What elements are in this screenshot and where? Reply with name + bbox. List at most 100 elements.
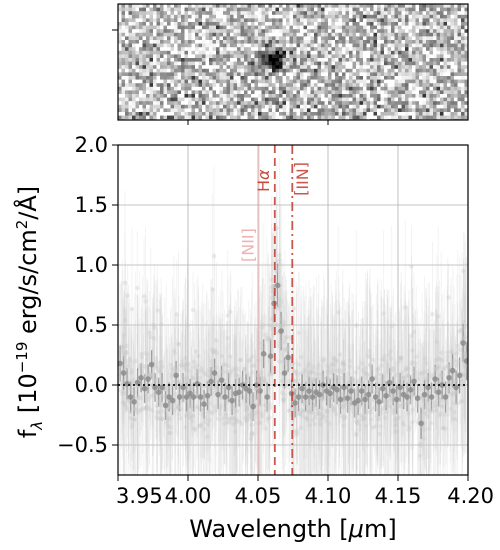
spectrum-2d-pixel [443,47,448,52]
spectrum-2d-pixel [419,43,423,48]
spectrum-2d-pixel [440,58,444,62]
spectrum-2d-pixel [156,40,161,44]
spectrum-2d-pixel [118,104,122,109]
spectrum-2d-pixel [118,36,122,41]
spectrum-2d-pixel [198,18,203,23]
spectrum-2d-pixel [377,108,381,113]
faint-point [381,406,386,411]
spectrum-2d-pixel [247,86,252,91]
spectrum-2d-pixel [209,25,213,30]
faint-point [386,403,391,409]
spectrum-2d-pixel [202,4,206,8]
spectrum-2d-pixel [436,68,441,73]
spectrum-2d-pixel [268,32,273,37]
faint-point [265,416,270,422]
spectrum-2d-pixel [181,54,185,59]
spectrum-2d-pixel [282,101,287,106]
spectrum-2d-pixel [202,79,206,84]
spectrum-2d-pixel [412,83,416,88]
faint-point [299,371,304,376]
spectrum-2d-pixel [188,36,192,41]
spectrum-2d-pixel [296,54,301,59]
spectrum-2d-pixel [167,32,171,37]
spectrum-2d-pixel [247,94,252,98]
spectrum-2d-pixel [394,22,399,26]
spectrum-2d-pixel [310,58,315,62]
spectrum-2d-pixel [349,58,353,62]
spectrum-2d-pixel [146,94,150,98]
spectrum-2d-pixel [422,104,427,109]
spectrum-2d-pixel [279,4,283,8]
spectrum-2d-pixel [303,36,308,41]
spectrum-2d-pixel [429,101,434,106]
spectrum-2d-pixel [216,72,220,77]
spectrum-2d-pixel [202,36,206,41]
spectrum-2d-pixel [163,7,168,12]
spectrum-2d-pixel [356,11,360,16]
spectrum-2d-pixel [300,101,304,106]
spectrum-2d-pixel [310,72,315,77]
spectrum-2d-pixel [160,68,164,73]
spectrum-2d-pixel [244,4,248,8]
spectrum-2d-pixel [349,54,353,59]
spectrum-2d-pixel [149,97,154,102]
faint-point [176,379,181,384]
spectrum-2d-pixel [244,112,248,116]
spectrum-2d-pixel [170,68,175,73]
spectrum-2d-pixel [366,18,371,23]
spectrum-2d-pixel [363,18,367,23]
spectrum-2d-pixel [447,83,451,88]
faint-point [302,399,308,404]
spectrum-2d-pixel [205,61,210,66]
spectrum-2d-pixel [436,83,441,88]
spectrum-2d-pixel [447,58,451,62]
spectrum-2d-pixel [408,72,413,77]
spectrum-2d-pixel [401,115,406,120]
spectrum-2d-pixel [307,18,311,23]
spectrum-2d-pixel [149,83,154,88]
spectrum-2d-pixel [181,94,185,98]
spectrum-2d-pixel [317,115,322,120]
spectrum-2d-pixel [352,90,357,95]
spectrum-2d-pixel [338,36,343,41]
spectrum-2d-pixel [447,108,451,113]
spectrum-2d-pixel [275,83,280,88]
spectrum-2d-pixel [286,76,290,80]
spectrum-2d-pixel [426,76,430,80]
faint-point [314,405,319,411]
spectrum-2d-pixel [251,97,255,102]
spectrum-2d-pixel [342,97,346,102]
spectrum-2d-pixel [307,58,311,62]
spectrum-2d-pixel [359,54,364,59]
spectrum-2d-pixel [219,90,224,95]
spectrum-2d-pixel [366,65,371,70]
faint-point [351,377,356,382]
spectrum-2d-pixel [258,61,262,66]
spectrum-2d-pixel [174,79,178,84]
spectrum-2d-pixel [247,29,252,34]
spectrum-2d-pixel [377,47,381,52]
spectrum-2d-pixel [195,29,199,34]
spectrum-2d-pixel [251,79,255,84]
spectrum-2d-pixel [303,54,308,59]
spectrum-2d-pixel [394,104,399,109]
spectrum-2d-pixel [254,94,259,98]
spectrum-2d-pixel [275,32,280,37]
spectrum-2d-pixel [345,94,350,98]
spectrum-2d-pixel [121,58,126,62]
spectrum-2d-pixel [335,50,339,55]
spectrum-2d-pixel [324,72,329,77]
spectrum-2d-pixel [216,40,220,44]
spectrum-2d-pixel [363,112,367,116]
faint-point [159,359,164,365]
spectrum-2d-pixel [125,40,129,44]
spectrum-2d-pixel [342,76,346,80]
faint-point [256,358,261,363]
spectrum-2d-pixel [251,50,255,55]
faint-point [323,414,328,420]
spectrum-2d-pixel [209,43,213,48]
spectrum-2d-pixel [377,104,381,109]
spectrum-2d-pixel [146,32,150,37]
spectrum-2d-pixel [310,36,315,41]
spectrum-2d-pixel [328,36,332,41]
